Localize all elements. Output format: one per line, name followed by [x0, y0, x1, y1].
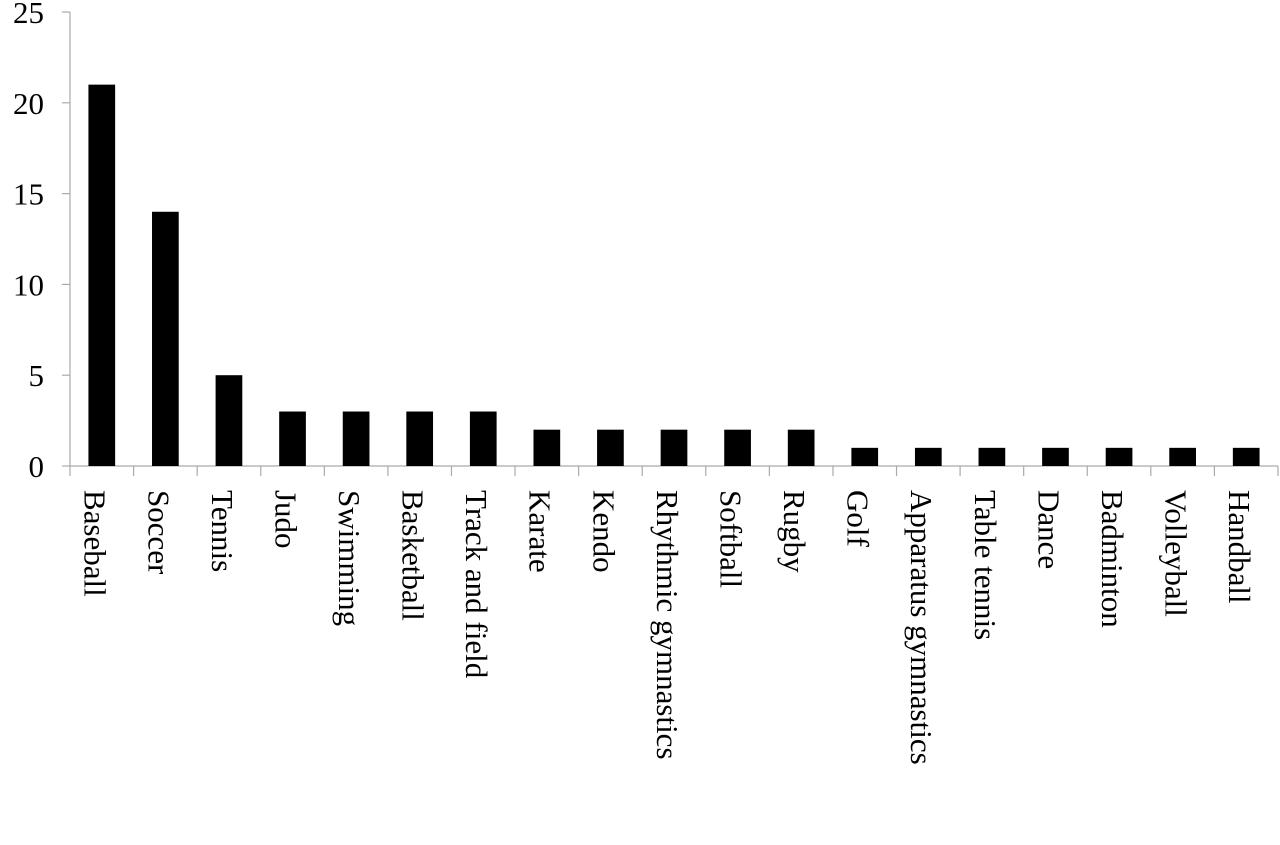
x-tick-label: Handball	[1222, 490, 1257, 604]
bar-swimming	[342, 411, 370, 466]
bar-basketball	[406, 411, 434, 466]
x-tick-label: Volleyball	[1159, 490, 1194, 617]
x-tick-label: Table tennis	[968, 490, 1003, 640]
bar-baseball	[88, 84, 116, 466]
x-tick-label: Kendo	[586, 490, 621, 573]
x-tick-label: Apparatus gymnastics	[904, 490, 939, 765]
x-tick-label: Rugby	[777, 490, 812, 573]
bar-golf	[851, 447, 879, 466]
y-axis: 0 5 10 15 20 25	[13, 0, 71, 484]
y-tick-label: 5	[29, 358, 45, 393]
x-tick-label: Golf	[841, 490, 876, 548]
x-tick-label: Tennis	[205, 490, 240, 572]
x-tick-label: Track and field	[459, 490, 494, 679]
x-tick-label: Rhythmic gymnastics	[650, 490, 685, 760]
x-tick-labels: Baseball Soccer Tennis Judo Swimming Basketba…	[78, 490, 1257, 765]
bar-apparatus-gymnastics	[914, 447, 942, 466]
bar-karate	[533, 429, 561, 466]
bar-rhythmic-gymnastics	[660, 429, 688, 466]
bar-badminton	[1105, 447, 1133, 466]
x-tick-label: Dance	[1031, 490, 1066, 569]
bar-rugby	[787, 429, 815, 466]
bars	[88, 84, 1260, 466]
x-axis	[69, 465, 1279, 476]
y-tick-label: 10	[13, 267, 44, 302]
x-tick-label: Swimming	[332, 490, 367, 626]
bar-volleyball	[1169, 447, 1196, 466]
y-tick-label: 20	[13, 86, 44, 121]
bar-tennis	[215, 375, 243, 466]
bar-table-tennis	[978, 447, 1006, 466]
bar-track-and-field	[469, 411, 497, 466]
bar-soccer	[152, 211, 179, 466]
x-tick-label: Soccer	[141, 490, 176, 575]
x-tick-label: Badminton	[1095, 490, 1130, 628]
x-tick-label: Basketball	[396, 490, 431, 621]
bar-softball	[724, 429, 751, 466]
y-tick-label: 15	[13, 177, 44, 212]
x-tick-label: Softball	[713, 490, 748, 588]
bar-judo	[279, 411, 306, 466]
bar-dance	[1042, 447, 1069, 466]
x-tick-label: Karate	[523, 490, 558, 573]
x-tick-label: Judo	[268, 490, 303, 549]
bar-kendo	[597, 429, 624, 466]
y-tick-label: 0	[29, 449, 45, 484]
x-tick-label: Baseball	[78, 490, 113, 597]
y-tick-label: 25	[13, 0, 44, 30]
bar-handball	[1232, 447, 1260, 466]
